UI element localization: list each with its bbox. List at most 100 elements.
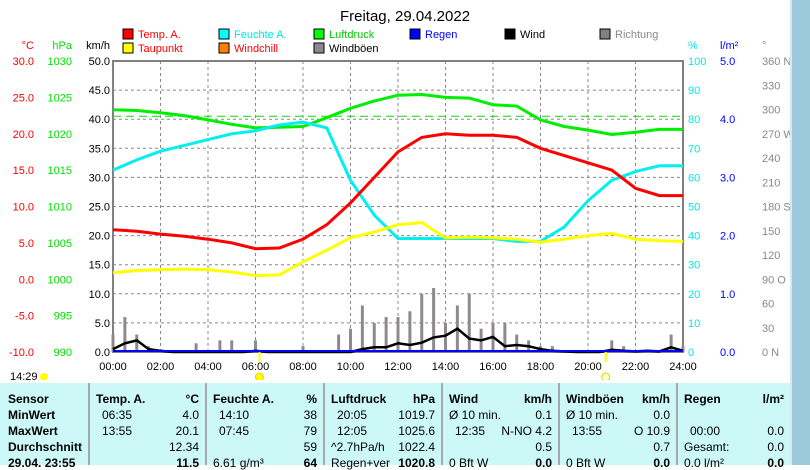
legend-swatch (504, 28, 516, 40)
scrollbar[interactable] (790, 0, 810, 465)
rain-axis-unit: l/m² (720, 40, 739, 52)
x-tick-label: 22:00 (622, 361, 650, 373)
max-value: N-NO 4.2 (501, 424, 552, 438)
avg-value: 59 (303, 440, 317, 454)
humidity-axis-tick-label: 90 (688, 85, 700, 97)
col-header: Windböen (566, 392, 624, 406)
temp-axis-tick-label: 30.0 (13, 56, 34, 68)
temp-axis-tick-label: -10.0 (9, 347, 34, 359)
rain-axis-tick-label: 0.0 (720, 347, 735, 359)
pressure-axis-tick-label: 1030 (48, 56, 72, 68)
temp-axis-tick-label: 25.0 (13, 92, 34, 104)
pressure-axis-tick-label: 990 (54, 347, 72, 359)
direction-axis-tick-label: 330 (762, 80, 780, 92)
wind-axis-tick-label: 30.0 (89, 172, 110, 184)
col-unit: km/h (523, 392, 552, 406)
rain-axis-tick-label: 2.0 (720, 231, 735, 243)
wind-axis-tick-label: 0.0 (95, 347, 110, 359)
col-unit: °C (185, 392, 199, 406)
max-time: 13:55 (572, 424, 603, 438)
humidity-axis-tick-label: 10 (688, 318, 700, 330)
x-tick-label: 02:00 (147, 361, 175, 373)
dewpoint-line (112, 220, 684, 278)
pressure-column: Luftdruck hPa 20:05 1019.7 12:05 1025.6 … (323, 383, 441, 470)
x-tick-label: 04:00 (194, 361, 222, 373)
col-header: Temp. A. (96, 392, 146, 406)
wind-axis-tick-label: 5.0 (95, 318, 110, 330)
legend-label: Wind (520, 29, 545, 41)
legend-label: Taupunkt (138, 43, 183, 55)
direction-axis-tick-label: 360 N (762, 56, 790, 68)
wind-axis-tick-label: 15.0 (89, 260, 110, 272)
x-tick-label: 18:00 (527, 361, 555, 373)
rain-axis-tick-label: 1.0 (720, 289, 735, 301)
wind-axis-tick-label: 10.0 (89, 289, 110, 301)
direction-axis-tick-label: 90 O (762, 274, 786, 286)
col-unit: hPa (412, 392, 435, 406)
temp-axis-tick-label: -5.0 (15, 311, 34, 323)
legend-label: Windchill (234, 43, 278, 55)
x-tick-label: 06:00 (242, 361, 270, 373)
humidity-axis-unit: % (688, 40, 698, 52)
col-header: Luftdruck (331, 392, 387, 406)
wind-axis-tick-label: 35.0 (89, 143, 110, 155)
temperature-line (112, 132, 683, 251)
pressure-axis-tick-label: 1000 (48, 274, 72, 286)
pressure-axis-unit: hPa (52, 40, 72, 52)
wind-axis-tick-label: 50.0 (89, 56, 110, 68)
direction-axis-tick-label: 0 N (762, 347, 779, 359)
temp-axis-tick-label: 10.0 (13, 202, 34, 214)
direction-axis-tick-label: 120 (762, 250, 780, 262)
col-unit: km/h (641, 392, 670, 406)
humidity-axis-tick-label: 20 (688, 289, 700, 301)
humidity-axis-tick-label: 40 (688, 231, 700, 243)
x-tick-label: 16:00 (479, 361, 507, 373)
row-label: 29.04. 23:55 (8, 456, 76, 470)
forecast: Regen+ver (331, 456, 391, 470)
col-unit: l/m² (762, 392, 784, 406)
direction-axis-tick-label: 60 (762, 299, 774, 311)
humidity-axis-tick-label: 80 (688, 114, 700, 126)
x-tick-label: 10:00 (337, 361, 365, 373)
humidity-axis-tick-label: 50 (688, 202, 700, 214)
sunset-icon (601, 372, 611, 380)
stats-table: Sensor MinWert MaxWert Durchschnitt 29.0… (0, 383, 790, 470)
max-time: 12:35 (455, 424, 486, 438)
rain-axis-tick-label: 5.0 (720, 56, 735, 68)
temp-axis-tick-label: 0.0 (19, 274, 34, 286)
wind-axis-tick-label: 25.0 (89, 202, 110, 214)
temp-axis-tick-label: 5.0 (19, 238, 34, 250)
rain-axis-tick-label: 4.0 (720, 114, 735, 126)
avg-value: 1022.4 (398, 440, 435, 454)
humidity-column: Feuchte A. % 14:10 38 07:45 79 59 6.61 g… (205, 383, 323, 470)
avg-value: 0.5 (535, 440, 552, 454)
beaufort: 0 Bft W (566, 456, 606, 470)
rain-time: 00:00 (690, 424, 721, 438)
avg-value: 0.7 (653, 440, 670, 454)
x-tick-label: 20:00 (574, 361, 602, 373)
direction-axis-tick-label: 300 (762, 105, 780, 117)
direction-axis-tick-label: 180 S (762, 202, 790, 214)
humidity-axis-tick-label: 0 (688, 347, 694, 359)
humidity-axis-tick-label: 30 (688, 260, 700, 272)
rain-axis-tick-label: 3.0 (720, 172, 735, 184)
direction-axis-tick-label: 150 (762, 226, 780, 238)
wind-axis-unit: km/h (86, 40, 110, 52)
temp-axis-unit: °C (22, 40, 34, 52)
max-value: O 10.9 (633, 424, 670, 438)
weather-chart: Freitag, 29.04.2022 Temp. A. Feuchte A. Luf… (9, 8, 790, 380)
legend-label: Windböen (329, 43, 379, 55)
pressure-axis-tick-label: 1010 (48, 202, 72, 214)
temp-column: Temp. A. °C 06:35 4.0 13:55 20.1 12.34 1… (88, 383, 205, 470)
col-unit: % (306, 392, 317, 406)
avg10-label: Ø 10 min. (566, 408, 619, 422)
direction-axis-tick-label: 30 (762, 323, 774, 335)
max-time: 07:45 (219, 424, 250, 438)
direction-axis-unit: ° (762, 40, 766, 52)
x-tick-label: 24:00 (669, 361, 697, 373)
row-label: Durchschnitt (8, 440, 83, 454)
current-value: 0.0 (653, 456, 670, 470)
legend-swatch (599, 28, 611, 40)
min-time: 06:35 (102, 408, 133, 422)
legend-label: Regen (425, 29, 457, 41)
